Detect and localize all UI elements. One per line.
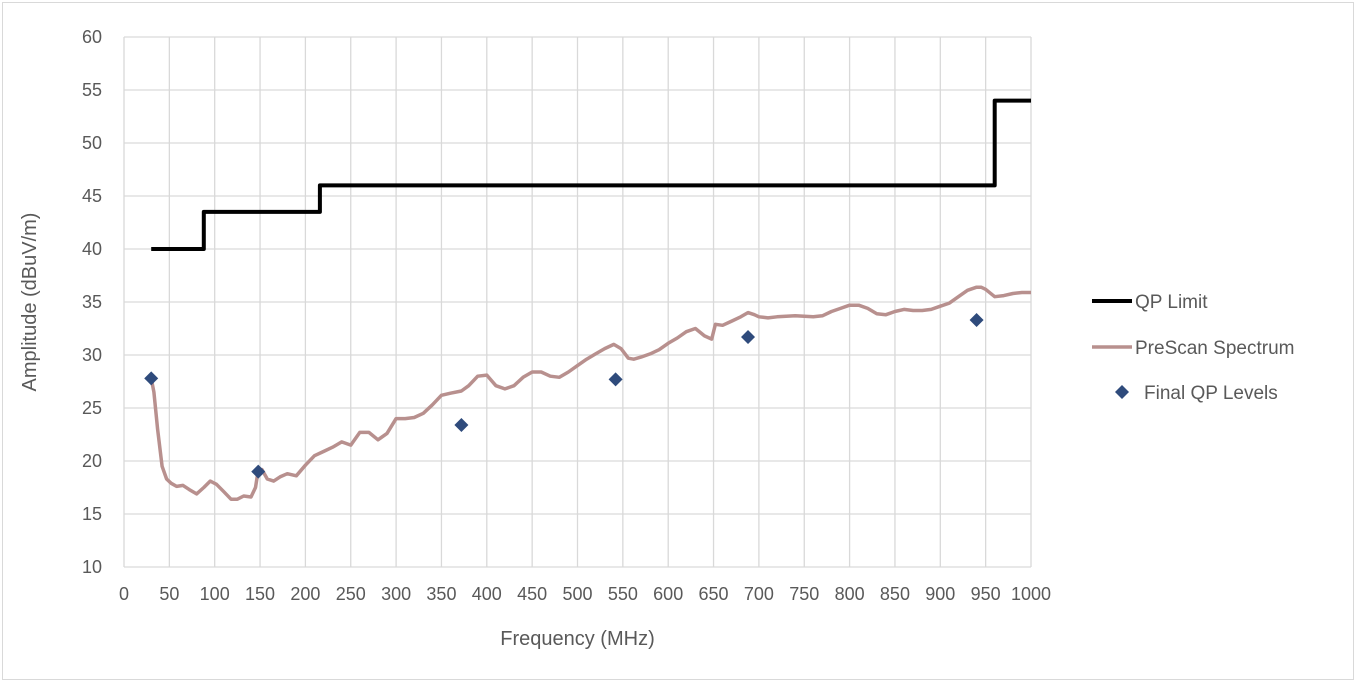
x-tick-label: 50 (159, 584, 179, 604)
y-tick-label: 10 (82, 557, 102, 577)
legend-label-final-qp-levels: Final QP Levels (1144, 383, 1278, 404)
x-tick-label: 150 (245, 584, 275, 604)
final-qp-point (969, 313, 984, 328)
x-tick-label: 650 (699, 584, 729, 604)
x-tick-label: 750 (789, 584, 819, 604)
qp-limit-line (151, 98, 1031, 251)
x-tick-label: 250 (336, 584, 366, 604)
y-tick-label: 30 (82, 345, 102, 365)
final-qp-point (454, 417, 469, 432)
x-tick-label: 950 (971, 584, 1001, 604)
final-qp-point (144, 371, 159, 386)
x-tick-label: 500 (562, 584, 592, 604)
y-tick-label: 25 (82, 398, 102, 418)
x-axis-title: Frequency (MHz) (500, 628, 654, 650)
x-tick-label: 400 (472, 584, 502, 604)
x-tick-labels: 0 50 100 150 200 250 300 350 400 450 500 550 600 650 7… (119, 584, 1051, 604)
x-tick-label: 300 (381, 584, 411, 604)
x-tick-label: 0 (119, 584, 129, 604)
y-tick-labels: 10 15 20 25 30 35 40 45 50 55 60 (82, 27, 102, 577)
legend-swatch-final-qp-levels (1115, 385, 1129, 399)
y-tick-label: 50 (82, 133, 102, 153)
y-tick-label: 15 (82, 504, 102, 524)
y-tick-label: 45 (82, 186, 102, 206)
y-tick-label: 60 (82, 27, 102, 47)
prescan-spectrum-line (149, 285, 1031, 501)
final-qp-point (741, 329, 756, 344)
legend-label-prescan-spectrum: PreScan Spectrum (1135, 338, 1294, 359)
x-tick-label: 700 (744, 584, 774, 604)
x-tick-label: 800 (835, 584, 865, 604)
x-tick-label: 350 (426, 584, 456, 604)
x-tick-label: 450 (517, 584, 547, 604)
gridlines (123, 36, 1032, 568)
plot-series (144, 98, 1031, 501)
legend-label-qp-limit: QP Limit (1135, 292, 1208, 313)
final-qp-point (608, 372, 623, 387)
y-axis-title: Amplitude (dBuV/m) (19, 213, 41, 392)
x-tick-label: 550 (608, 584, 638, 604)
y-tick-label: 40 (82, 239, 102, 259)
x-tick-label: 600 (653, 584, 683, 604)
y-tick-label: 55 (82, 80, 102, 100)
y-tick-label: 35 (82, 292, 102, 312)
final-qp-point (251, 464, 266, 479)
x-tick-label: 850 (880, 584, 910, 604)
x-tick-label: 200 (290, 584, 320, 604)
x-tick-label: 100 (200, 584, 230, 604)
x-tick-label: 1000 (1011, 584, 1051, 604)
legend: QP Limit PreScan Spectrum Final QP Level… (1092, 292, 1294, 404)
x-tick-label: 900 (925, 584, 955, 604)
y-tick-label: 20 (82, 451, 102, 471)
